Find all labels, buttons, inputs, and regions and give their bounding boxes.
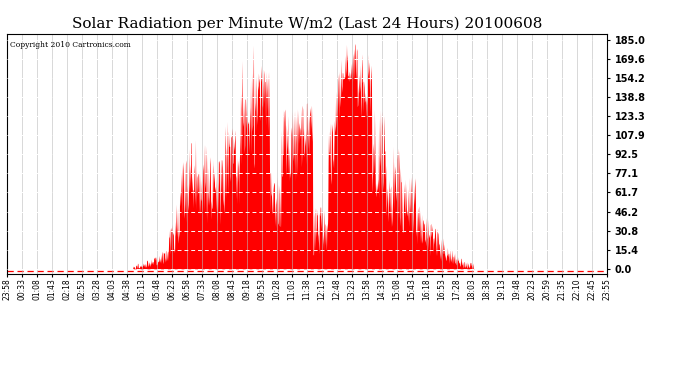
Title: Solar Radiation per Minute W/m2 (Last 24 Hours) 20100608: Solar Radiation per Minute W/m2 (Last 24… bbox=[72, 17, 542, 31]
Text: Copyright 2010 Cartronics.com: Copyright 2010 Cartronics.com bbox=[10, 41, 131, 49]
